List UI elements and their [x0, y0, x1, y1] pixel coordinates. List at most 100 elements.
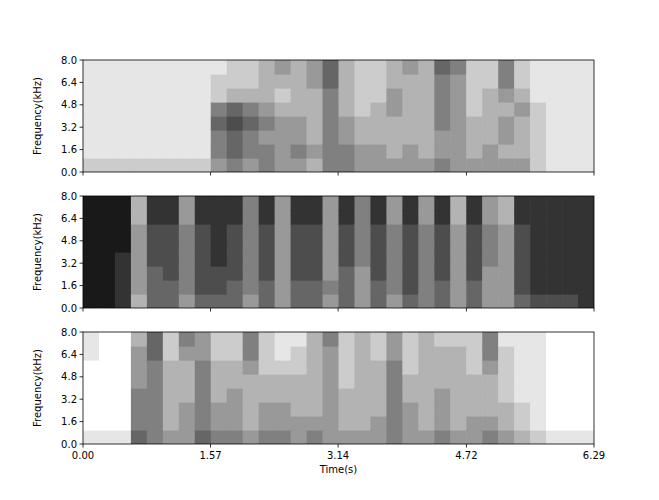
- cell: [163, 238, 180, 253]
- cell: [275, 430, 292, 444]
- cell: [530, 88, 547, 103]
- cell: [418, 266, 435, 281]
- cell: [227, 252, 244, 267]
- cell: [131, 374, 148, 389]
- cell: [163, 74, 180, 89]
- cell: [115, 294, 132, 308]
- cell: [562, 196, 579, 211]
- cell: [307, 294, 324, 308]
- cell: [179, 144, 196, 159]
- cell: [450, 88, 467, 103]
- cell: [195, 210, 212, 225]
- cell: [386, 416, 403, 431]
- cell: [530, 102, 547, 117]
- cell: [211, 388, 228, 403]
- y-tick: [80, 444, 84, 445]
- cell: [498, 88, 515, 103]
- cell: [115, 196, 132, 211]
- cell: [99, 416, 116, 431]
- cell: [418, 60, 435, 75]
- cell: [450, 252, 467, 267]
- cell: [562, 430, 579, 444]
- cell: [243, 252, 260, 267]
- cell: [275, 196, 292, 211]
- cell: [339, 346, 356, 361]
- cell: [323, 294, 340, 308]
- cell: [227, 210, 244, 225]
- cell: [418, 388, 435, 403]
- cell: [530, 116, 547, 131]
- cell: [562, 88, 579, 103]
- cell: [147, 402, 164, 417]
- x-tick: [466, 172, 467, 176]
- cell: [498, 294, 515, 308]
- cell: [227, 60, 244, 75]
- cell: [307, 332, 324, 347]
- cell: [323, 60, 340, 75]
- cells: [83, 196, 594, 308]
- cell: [418, 252, 435, 267]
- cell: [259, 346, 276, 361]
- cell: [418, 238, 435, 253]
- cell: [259, 224, 276, 239]
- cell: [498, 346, 515, 361]
- x-tick: [338, 308, 339, 312]
- y-tick-label: 8.0: [61, 55, 77, 66]
- cell: [578, 60, 594, 75]
- cell: [211, 266, 228, 281]
- cell: [147, 374, 164, 389]
- cell: [370, 116, 387, 131]
- cell: [147, 144, 164, 159]
- cell: [482, 430, 499, 444]
- cell: [307, 74, 324, 89]
- y-tick-label: 4.8: [61, 235, 77, 246]
- y-tick-label: 3.2: [61, 122, 77, 133]
- cell: [339, 196, 356, 211]
- cell: [99, 158, 116, 172]
- cell: [578, 102, 594, 117]
- figure: 0.01.63.24.86.48.0Frequency(kHz)0.01.63.…: [0, 0, 659, 500]
- cell: [450, 374, 467, 389]
- cell: [498, 158, 515, 172]
- cell: [243, 74, 260, 89]
- cell: [482, 210, 499, 225]
- y-tick-label: 0.0: [61, 439, 77, 450]
- y-tick-label: 6.4: [61, 77, 77, 88]
- cell: [163, 144, 180, 159]
- cell: [99, 144, 116, 159]
- background: [0, 0, 659, 500]
- cell: [354, 416, 371, 431]
- cell: [530, 388, 547, 403]
- cell: [179, 402, 196, 417]
- cell: [323, 102, 340, 117]
- cell: [195, 252, 212, 267]
- cell: [578, 294, 594, 308]
- cell: [259, 130, 276, 145]
- cell: [179, 280, 196, 295]
- cell: [115, 332, 132, 347]
- cell: [259, 402, 276, 417]
- cell: [482, 402, 499, 417]
- cell: [562, 224, 579, 239]
- cell: [195, 60, 212, 75]
- cell: [307, 402, 324, 417]
- cell: [179, 332, 196, 347]
- cell: [434, 332, 451, 347]
- cell: [498, 130, 515, 145]
- cell: [530, 346, 547, 361]
- cell: [434, 294, 451, 308]
- cell: [339, 252, 356, 267]
- cell: [211, 294, 228, 308]
- cell: [418, 374, 435, 389]
- cell: [83, 196, 100, 211]
- cell: [131, 346, 148, 361]
- cell: [275, 238, 292, 253]
- cell: [243, 158, 260, 172]
- cell: [418, 360, 435, 375]
- cell: [578, 360, 594, 375]
- cell: [307, 130, 324, 145]
- cell: [211, 116, 228, 131]
- cell: [546, 210, 563, 225]
- cell: [434, 416, 451, 431]
- y-axis-label: Frequency(kHz): [32, 77, 43, 155]
